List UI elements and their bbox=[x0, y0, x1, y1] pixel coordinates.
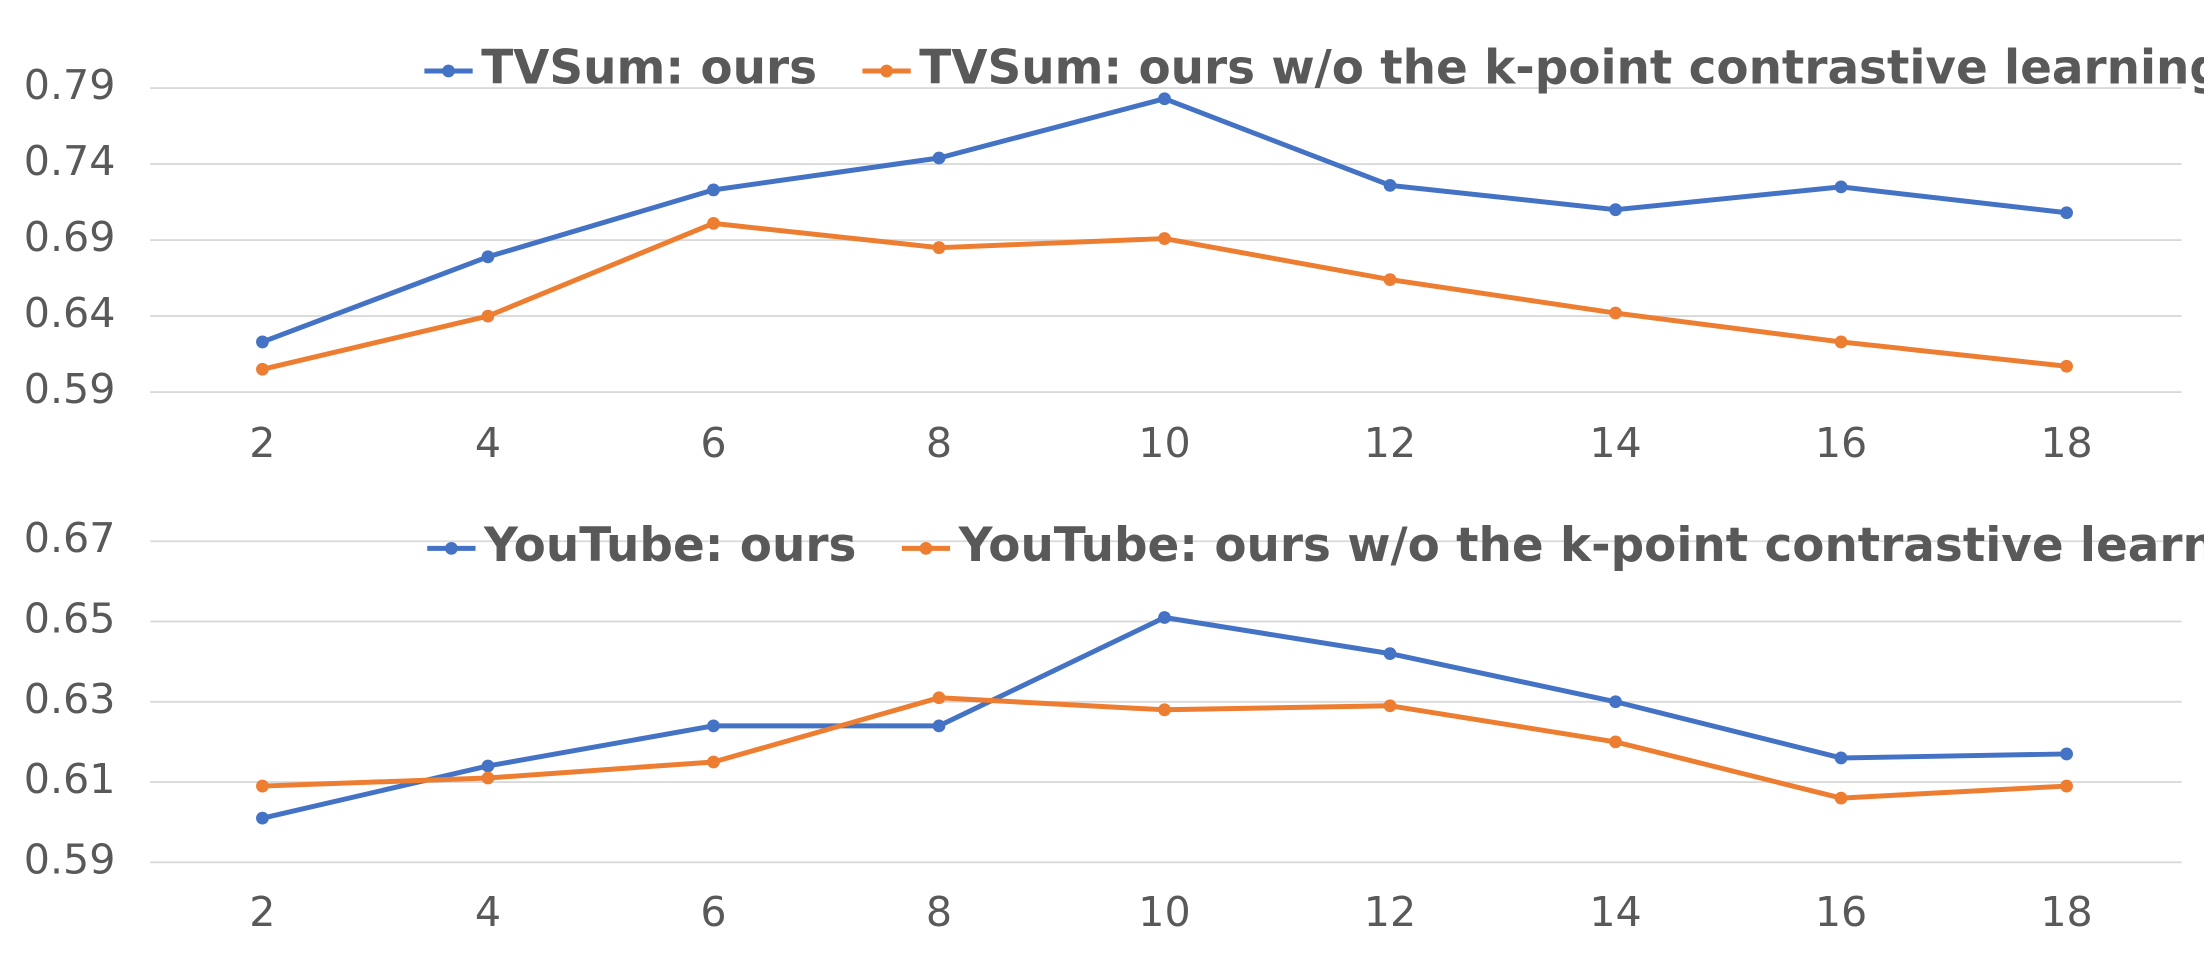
point bbox=[707, 755, 720, 769]
x-tick-label: 6 bbox=[700, 888, 726, 936]
point bbox=[932, 719, 946, 733]
point bbox=[1383, 273, 1397, 286]
point bbox=[932, 691, 946, 705]
point bbox=[2060, 359, 2073, 373]
point bbox=[481, 309, 495, 323]
legend-marker bbox=[444, 541, 458, 555]
point bbox=[256, 362, 269, 376]
x-tick-label: 16 bbox=[1815, 888, 1867, 936]
point bbox=[1834, 791, 1848, 805]
point bbox=[256, 779, 269, 793]
x-tick-label: 10 bbox=[1138, 419, 1190, 467]
point bbox=[1609, 695, 1622, 709]
point bbox=[2060, 779, 2073, 793]
x-tick-label: 10 bbox=[1138, 888, 1190, 936]
point bbox=[2060, 206, 2073, 220]
point bbox=[481, 759, 495, 773]
x-tick-label: 12 bbox=[1364, 419, 1416, 467]
point bbox=[2060, 747, 2073, 761]
point bbox=[481, 250, 495, 264]
point bbox=[707, 216, 720, 230]
x-tick-label: 12 bbox=[1364, 888, 1416, 936]
point bbox=[481, 771, 495, 785]
point bbox=[1609, 203, 1622, 217]
y-tick-label: 0.61 bbox=[24, 755, 116, 803]
x-tick-label: 6 bbox=[700, 419, 726, 467]
legend-label: TVSum: ours bbox=[481, 41, 817, 96]
legend-marker bbox=[919, 541, 933, 555]
point bbox=[1158, 232, 1171, 245]
x-tick-label: 4 bbox=[475, 888, 501, 936]
point bbox=[1158, 92, 1171, 106]
point bbox=[1158, 611, 1171, 624]
x-tick-label: 18 bbox=[2040, 419, 2092, 467]
point bbox=[1609, 306, 1622, 320]
y-tick-label: 0.63 bbox=[24, 675, 116, 723]
point bbox=[1383, 647, 1397, 661]
y-tick-label: 0.69 bbox=[24, 213, 116, 261]
y-tick-label: 0.74 bbox=[24, 137, 116, 185]
y-tick-label: 0.59 bbox=[24, 365, 116, 413]
x-tick-label: 2 bbox=[249, 419, 275, 467]
y-tick-label: 0.59 bbox=[24, 835, 116, 883]
x-tick-label: 8 bbox=[926, 419, 952, 467]
point bbox=[1383, 699, 1397, 713]
point bbox=[932, 241, 946, 255]
point bbox=[1834, 751, 1848, 765]
point bbox=[256, 811, 269, 825]
x-tick-label: 16 bbox=[1815, 419, 1867, 467]
legend-marker bbox=[880, 64, 893, 78]
point bbox=[707, 719, 720, 733]
legend-marker bbox=[442, 64, 455, 78]
series-line bbox=[261, 96, 2067, 345]
legend-label: YouTube: ours w/o the k-point contrastiv… bbox=[958, 518, 2204, 573]
point bbox=[1158, 703, 1171, 717]
x-tick-label: 18 bbox=[2040, 888, 2092, 936]
y-tick-label: 0.67 bbox=[24, 514, 116, 562]
x-tick-label: 14 bbox=[1589, 419, 1641, 467]
x-tick-label: 4 bbox=[475, 419, 501, 467]
y-tick-label: 0.64 bbox=[24, 289, 116, 337]
legend-label: YouTube: ours bbox=[483, 518, 856, 573]
point bbox=[707, 183, 720, 197]
legend-label: TVSum: ours w/o the k-point contrastive … bbox=[919, 41, 2204, 96]
point bbox=[1383, 178, 1397, 192]
point bbox=[256, 335, 269, 349]
point bbox=[1834, 335, 1848, 349]
x-tick-label: 14 bbox=[1589, 888, 1641, 936]
point bbox=[1834, 180, 1848, 194]
point bbox=[932, 151, 946, 165]
x-tick-label: 8 bbox=[926, 888, 952, 936]
x-tick-label: 2 bbox=[249, 888, 275, 936]
point bbox=[1609, 735, 1622, 749]
y-tick-label: 0.79 bbox=[24, 61, 116, 109]
y-tick-label: 0.65 bbox=[24, 595, 116, 643]
